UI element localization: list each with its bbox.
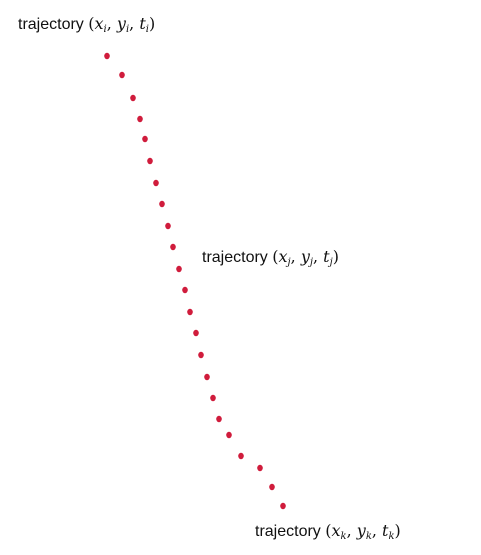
trajectory-dot xyxy=(119,72,125,78)
trajectory-dot xyxy=(216,416,222,422)
label-trajectory-k: trajectory (xk, yk, tk) xyxy=(255,521,401,542)
trajectory-dot xyxy=(204,374,210,380)
trajectory-dot xyxy=(238,453,244,459)
trajectory-dot xyxy=(257,465,263,471)
label-word: trajectory xyxy=(202,249,268,266)
label-math: (xk, yk, tk) xyxy=(325,521,401,540)
trajectory-dot xyxy=(153,180,159,186)
trajectory-dot xyxy=(280,503,286,509)
label-word: trajectory xyxy=(18,16,84,33)
trajectory-dot xyxy=(193,330,199,336)
trajectory-dot xyxy=(182,287,188,293)
trajectory-dot xyxy=(269,484,275,490)
label-math: (xi, yi, ti) xyxy=(88,14,155,33)
trajectory-dot xyxy=(165,223,171,229)
trajectory-dot xyxy=(130,95,136,101)
trajectory-dot xyxy=(198,352,204,358)
trajectory-dot xyxy=(210,395,216,401)
trajectory-dot xyxy=(137,116,143,122)
trajectory-dot xyxy=(187,309,193,315)
trajectory-dot xyxy=(104,53,110,59)
label-math: (xj, yj, tj) xyxy=(272,247,339,266)
trajectory-dot xyxy=(142,136,148,142)
label-trajectory-j: trajectory (xj, yj, tj) xyxy=(202,247,339,268)
trajectory-dot xyxy=(159,201,165,207)
label-word: trajectory xyxy=(255,523,321,540)
trajectory-dot xyxy=(147,158,153,164)
trajectory-dot xyxy=(176,266,182,272)
label-trajectory-i: trajectory (xi, yi, ti) xyxy=(18,14,155,35)
trajectory-dot xyxy=(170,244,176,250)
trajectory-dot xyxy=(226,432,232,438)
